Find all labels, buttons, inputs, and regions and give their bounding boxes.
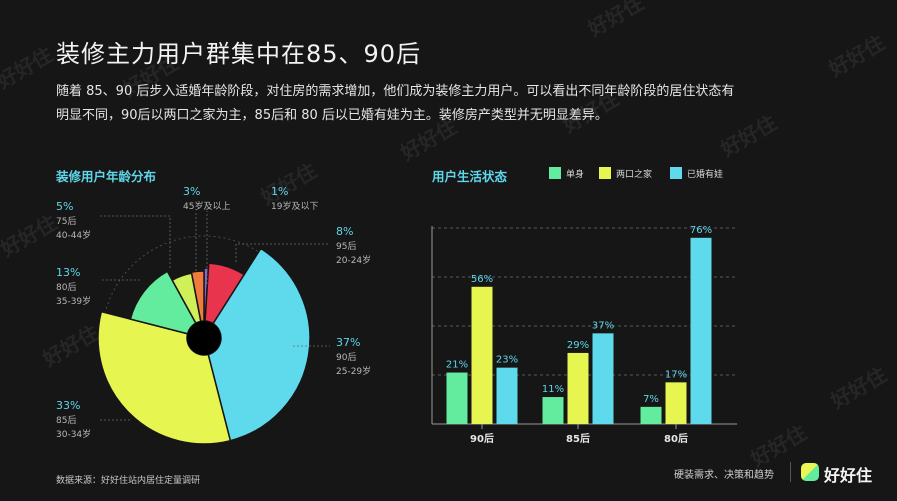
- pie-slice-range: 40-44岁: [56, 229, 91, 241]
- pie-slice-percent: 13%: [56, 266, 80, 279]
- pie-slice-group: 85后: [56, 415, 76, 426]
- legend-label: 两口之家: [616, 169, 653, 180]
- legend-item-couple: 两口之家: [599, 166, 652, 180]
- pie-center-hole: [187, 321, 221, 355]
- pie-slice-group: 19岁及以下: [271, 200, 318, 212]
- bar: [496, 367, 518, 424]
- brand-divider: [790, 462, 791, 482]
- bar-value-label: 56%: [471, 274, 493, 285]
- pie-slice-group: 95后: [336, 241, 356, 252]
- legend-swatch: [549, 167, 561, 179]
- bar: [665, 382, 687, 424]
- bar: [592, 333, 614, 424]
- pie-chart-title: 装修用户年龄分布: [56, 169, 157, 184]
- pie-slice-group: 75后: [56, 216, 76, 227]
- bar: [446, 372, 468, 424]
- legend-label: 单身: [566, 169, 585, 180]
- pie-slice-range: 20-24岁: [336, 254, 371, 266]
- pie-slice-range: 35-39岁: [56, 295, 91, 307]
- legend-item-married-with-kids: 已婚有娃: [670, 166, 723, 180]
- pie-slice-percent: 8%: [336, 225, 353, 238]
- pie-slice-percent: 33%: [56, 399, 80, 412]
- legend-swatch: [599, 167, 611, 179]
- pie-slice-percent: 3%: [183, 185, 200, 198]
- bar: [567, 352, 589, 424]
- page-description: 随着 85、90 后步入适婚年龄阶段，对住房的需求增加，他们成为装修主力用户。可…: [56, 84, 735, 123]
- brand-logo-text: 好好住: [824, 466, 873, 485]
- bar-value-label: 37%: [592, 320, 614, 331]
- bar: [542, 397, 564, 424]
- bar-value-label: 7%: [643, 394, 659, 405]
- pie-slice-percent: 1%: [271, 185, 288, 198]
- bar-category-label: 80后: [664, 432, 688, 445]
- bar-chart-title: 用户生活状态: [432, 169, 508, 184]
- bar: [690, 237, 712, 424]
- pie-slice-percent: 37%: [336, 336, 360, 349]
- bar: [640, 406, 662, 424]
- bar-value-label: 17%: [665, 369, 687, 380]
- data-source: 数据来源：好好住站内居住定量调研: [56, 476, 201, 486]
- pie-slice-group: 90后: [336, 352, 356, 363]
- brand-logo-icon: [801, 463, 819, 481]
- bar-value-label: 11%: [542, 384, 564, 395]
- page-title: 装修主力用户群集中在85、90后: [56, 40, 422, 68]
- pie-slice-percent: 5%: [56, 200, 73, 213]
- bar-category-label: 85后: [566, 432, 590, 445]
- pie-leader-line: [100, 215, 171, 268]
- pie-slice-range: 25-29岁: [336, 365, 371, 377]
- legend-label: 已婚有娃: [687, 169, 724, 180]
- bar-value-label: 21%: [446, 360, 468, 371]
- bar-value-label: 23%: [496, 355, 518, 366]
- bar-value-label: 29%: [567, 340, 589, 351]
- bar: [471, 286, 493, 424]
- bar-category-label: 90后: [470, 432, 494, 445]
- brand-tagline: 硬装需求、决策和趋势: [674, 470, 774, 481]
- pie-slice-range: 30-34岁: [56, 428, 91, 440]
- legend-item-single: 单身: [549, 166, 584, 180]
- bar-value-label: 76%: [690, 225, 712, 236]
- pie-leader-line: [235, 243, 330, 262]
- pie-slice-group: 80后: [56, 282, 76, 293]
- legend-swatch: [670, 167, 682, 179]
- pie-slice-group: 45岁及以上: [183, 200, 230, 212]
